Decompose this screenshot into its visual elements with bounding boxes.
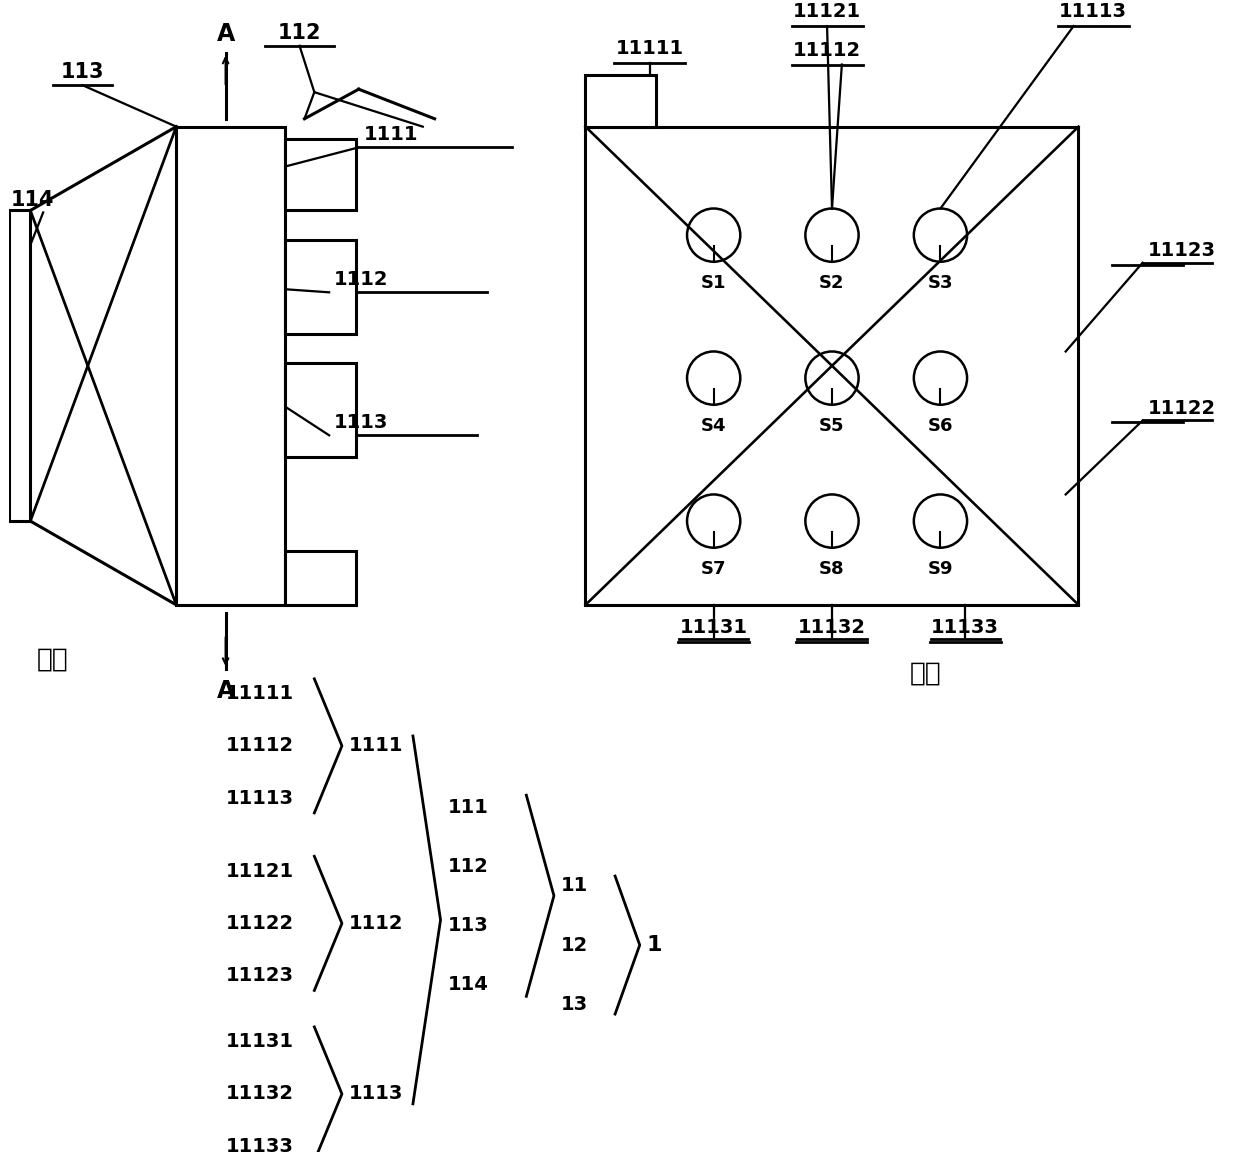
Text: 11121: 11121: [794, 2, 861, 21]
Text: 11111: 11111: [226, 684, 294, 703]
Polygon shape: [30, 126, 176, 605]
Text: S7: S7: [701, 560, 727, 577]
Text: S6: S6: [928, 417, 954, 435]
Text: 111: 111: [448, 797, 489, 817]
Text: 113: 113: [448, 916, 489, 935]
Text: 1113: 1113: [334, 413, 388, 433]
Text: 11131: 11131: [680, 619, 748, 638]
Bar: [9, 211, 30, 521]
Text: 12: 12: [560, 936, 588, 955]
Text: 112: 112: [278, 23, 321, 43]
Text: A: A: [217, 679, 234, 702]
Text: 11132: 11132: [799, 619, 866, 638]
Text: 1112: 1112: [348, 914, 403, 933]
Bar: [176, 126, 285, 605]
Text: A: A: [217, 22, 234, 46]
Text: S2: S2: [820, 273, 844, 292]
Text: S5: S5: [820, 417, 844, 435]
Text: 11131: 11131: [226, 1032, 294, 1052]
Text: 113: 113: [61, 62, 104, 82]
Text: 11111: 11111: [615, 38, 683, 58]
Text: 114: 114: [11, 191, 55, 211]
Text: 1113: 1113: [348, 1084, 403, 1104]
Text: 11123: 11123: [226, 966, 294, 985]
Text: S3: S3: [928, 273, 954, 292]
Text: S9: S9: [928, 560, 954, 577]
Text: 11123: 11123: [1147, 241, 1215, 260]
Text: 13: 13: [560, 995, 588, 1014]
Text: S1: S1: [701, 273, 727, 292]
Text: 11122: 11122: [1147, 398, 1215, 418]
Text: 114: 114: [448, 975, 489, 994]
Text: 俯视: 俯视: [37, 646, 69, 672]
Text: 11112: 11112: [226, 736, 294, 756]
Text: 11121: 11121: [226, 862, 294, 880]
Text: 1112: 1112: [334, 271, 388, 289]
Text: 11: 11: [560, 876, 588, 896]
Text: 1111: 1111: [363, 125, 418, 145]
Text: 11122: 11122: [226, 914, 294, 933]
Bar: [285, 551, 356, 605]
Text: 1: 1: [646, 935, 662, 955]
Text: 11113: 11113: [226, 789, 294, 808]
Text: 11133: 11133: [226, 1136, 294, 1156]
Bar: [285, 363, 356, 457]
Text: 11133: 11133: [931, 619, 999, 638]
Text: 11132: 11132: [226, 1084, 294, 1104]
Text: 112: 112: [448, 856, 489, 876]
Text: S8: S8: [820, 560, 844, 577]
Bar: [285, 140, 356, 211]
Bar: [285, 239, 356, 333]
Bar: [585, 126, 1079, 605]
Text: S4: S4: [701, 417, 727, 435]
Text: 1111: 1111: [348, 736, 403, 756]
Text: 11113: 11113: [1059, 2, 1127, 21]
Bar: [585, 75, 656, 126]
Text: 左视: 左视: [910, 661, 941, 687]
Text: 11112: 11112: [794, 40, 861, 60]
